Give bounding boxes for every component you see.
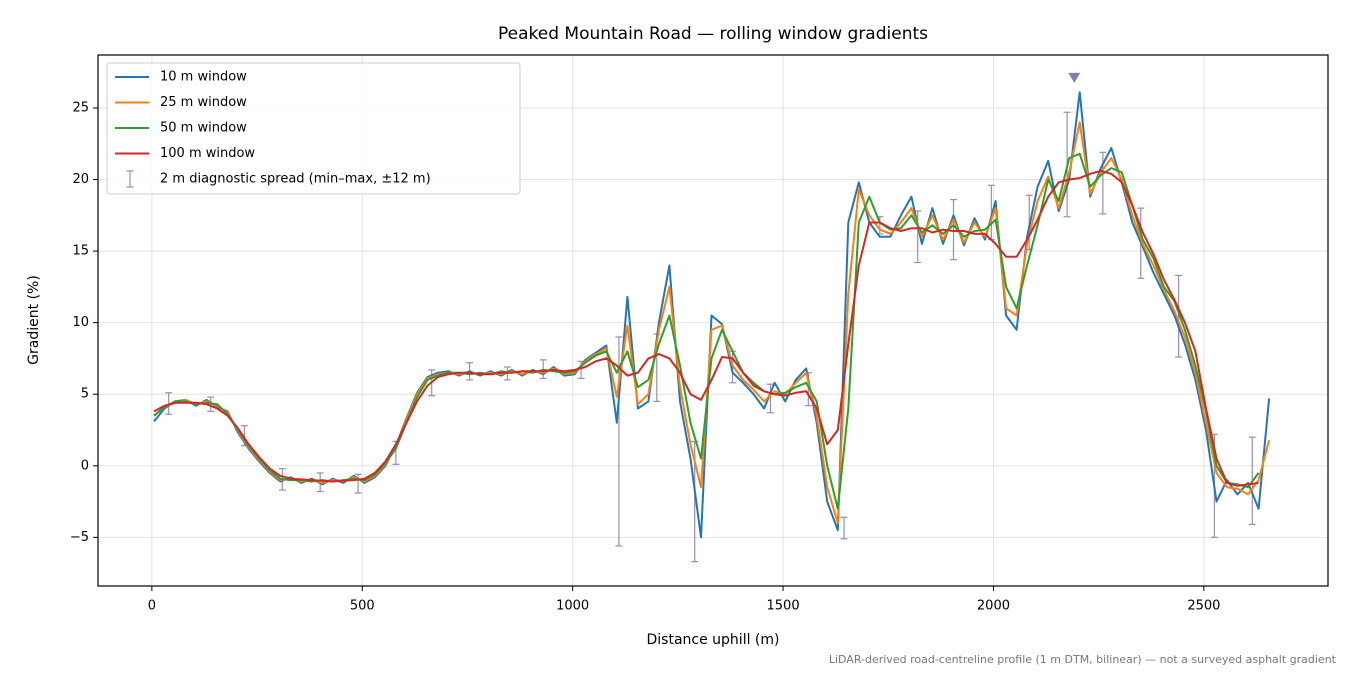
x-axis-label: Distance uphill (m) (647, 632, 780, 648)
series-line (153, 169, 1259, 487)
x-tick-label: 2500 (1187, 599, 1220, 614)
legend-label: 25 m window (160, 95, 247, 110)
legend-label: 10 m window (160, 70, 247, 85)
y-tick-label: 5 (81, 387, 89, 402)
footnote: LiDAR-derived road-centreline profile (1… (829, 653, 1337, 666)
x-tick-label: 1000 (556, 599, 589, 614)
legend-label: 50 m window (160, 121, 247, 136)
x-tick-label: 1500 (767, 599, 800, 614)
y-axis-label: Gradient (%) (26, 275, 42, 365)
y-tick-label: 20 (72, 172, 89, 187)
legend-label: 100 m window (160, 146, 255, 161)
chart-title: Peaked Mountain Road — rolling window gr… (498, 24, 928, 44)
y-tick-label: 25 (72, 100, 89, 115)
x-tick-label: 2000 (977, 599, 1010, 614)
y-tick-label: −5 (70, 530, 89, 545)
peak-marker (1068, 72, 1081, 83)
legend-label: 2 m diagnostic spread (min–max, ±12 m) (160, 172, 431, 187)
y-tick-label: 0 (81, 458, 89, 473)
legend-box (106, 62, 521, 195)
x-tick-label: 0 (148, 599, 156, 614)
x-tick-label: 500 (350, 599, 375, 614)
y-tick-label: 10 (72, 315, 89, 330)
y-tick-label: 15 (72, 244, 89, 259)
plot-frame (97, 54, 1329, 587)
